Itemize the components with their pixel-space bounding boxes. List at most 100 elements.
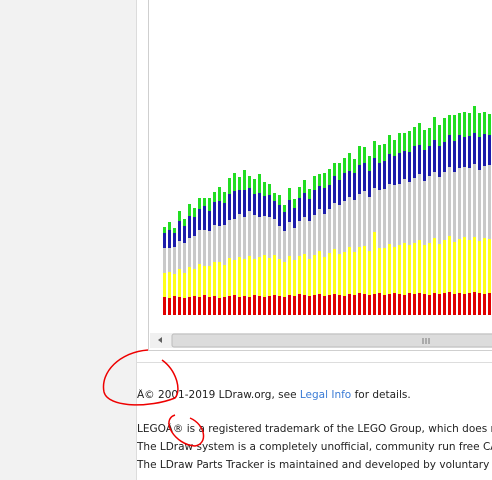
bar-segment — [213, 296, 216, 315]
bar-segment — [243, 259, 246, 296]
bar-segment — [283, 205, 286, 212]
bar-segment — [233, 191, 236, 219]
bar-segment — [378, 145, 381, 163]
bar-segment — [228, 220, 231, 258]
bar-segment — [253, 295, 256, 315]
bar-segment — [458, 113, 461, 135]
bar-segment — [413, 178, 416, 243]
bar-segment — [203, 206, 206, 230]
bar-segment — [303, 193, 306, 217]
bar-segment — [393, 156, 396, 185]
bar-segment — [173, 247, 176, 274]
bar-segment — [463, 237, 466, 294]
bar-segment — [288, 222, 291, 256]
bar-segment — [163, 273, 166, 297]
bar-segment — [383, 295, 386, 315]
bar-segment — [298, 221, 301, 256]
bar-segment — [358, 247, 361, 293]
bar-segment — [373, 232, 376, 294]
bar-segment — [308, 189, 311, 199]
legal-link[interactable]: Legal Info — [299, 389, 352, 401]
bar-segment — [443, 293, 446, 315]
bar-segment — [203, 295, 206, 315]
bar-segment — [488, 239, 491, 293]
bar-segment — [433, 172, 436, 238]
bar-segment — [448, 135, 451, 167]
bar-segment — [188, 216, 191, 238]
bar-segment — [483, 112, 486, 134]
bar-segment — [408, 293, 411, 315]
bar-segment — [463, 294, 466, 315]
bar-segment — [228, 296, 231, 315]
bar-segment — [248, 297, 251, 315]
bar-segment — [178, 221, 181, 241]
bar-segment — [193, 208, 196, 217]
bar-segment — [238, 190, 241, 214]
bar-segment — [458, 168, 461, 239]
bar-segment — [263, 216, 266, 255]
footer-line: LEGOÂ® is a registered trademark of the … — [137, 423, 492, 435]
bar-segment — [223, 297, 226, 315]
bar-segment — [268, 195, 271, 217]
bar-segment — [383, 161, 386, 189]
bar-segment — [338, 180, 341, 205]
bar-segment — [368, 156, 371, 171]
bar-segment — [293, 208, 296, 228]
bar-segment — [393, 293, 396, 315]
bar-segment — [198, 198, 201, 209]
bar-segment — [358, 194, 361, 247]
scroll-left-arrow[interactable] — [158, 337, 162, 343]
bar-segment — [298, 256, 301, 294]
bar-segment — [438, 244, 441, 294]
bar-segment — [358, 293, 361, 315]
bar-segment — [263, 255, 266, 297]
bar-segment — [273, 219, 276, 255]
bar-segment — [193, 236, 196, 269]
bar-segment — [268, 217, 271, 258]
bar-segment — [238, 297, 241, 315]
bar-segment — [323, 188, 326, 214]
annotation-circle — [102, 349, 179, 406]
bar-segment — [323, 214, 326, 257]
bar-segment — [398, 153, 401, 184]
bar-segment — [398, 245, 401, 294]
bar-segment — [233, 260, 236, 295]
bar-segment — [368, 197, 371, 251]
bar-segment — [323, 296, 326, 315]
bar-segment — [418, 174, 421, 240]
bar-segment — [168, 222, 171, 230]
bar-segment — [363, 191, 366, 246]
bar-segment — [463, 112, 466, 137]
bar-segment — [278, 296, 281, 315]
bar-segment — [193, 296, 196, 315]
bar-segment — [313, 176, 316, 190]
bar-segment — [348, 153, 351, 171]
bar-segment — [473, 164, 476, 237]
bar-segment — [318, 186, 321, 209]
scroll-thumb[interactable] — [171, 333, 492, 348]
bar-segment — [188, 204, 191, 216]
bar-segment — [388, 135, 391, 154]
bar-segment — [368, 251, 371, 295]
bar-segment — [393, 185, 396, 247]
bar-segment — [183, 226, 186, 243]
bar-segment — [218, 226, 221, 262]
sidebar — [0, 0, 137, 480]
bar-segment — [388, 154, 391, 184]
bar-segment — [403, 151, 406, 179]
bar-segment — [248, 211, 251, 256]
scrollbar — [150, 333, 492, 348]
bar-segment — [303, 180, 306, 193]
bar-segment — [303, 217, 306, 254]
bar-segment — [203, 198, 206, 206]
bar-segment — [268, 184, 271, 195]
bar-segment — [338, 163, 341, 180]
bar-segment — [348, 171, 351, 197]
bar-segment — [448, 236, 451, 292]
bar-segment — [288, 295, 291, 315]
bar-segment — [353, 295, 356, 315]
bar-segment — [383, 189, 386, 248]
bar-segment — [473, 133, 476, 164]
bar-segment — [313, 215, 316, 255]
